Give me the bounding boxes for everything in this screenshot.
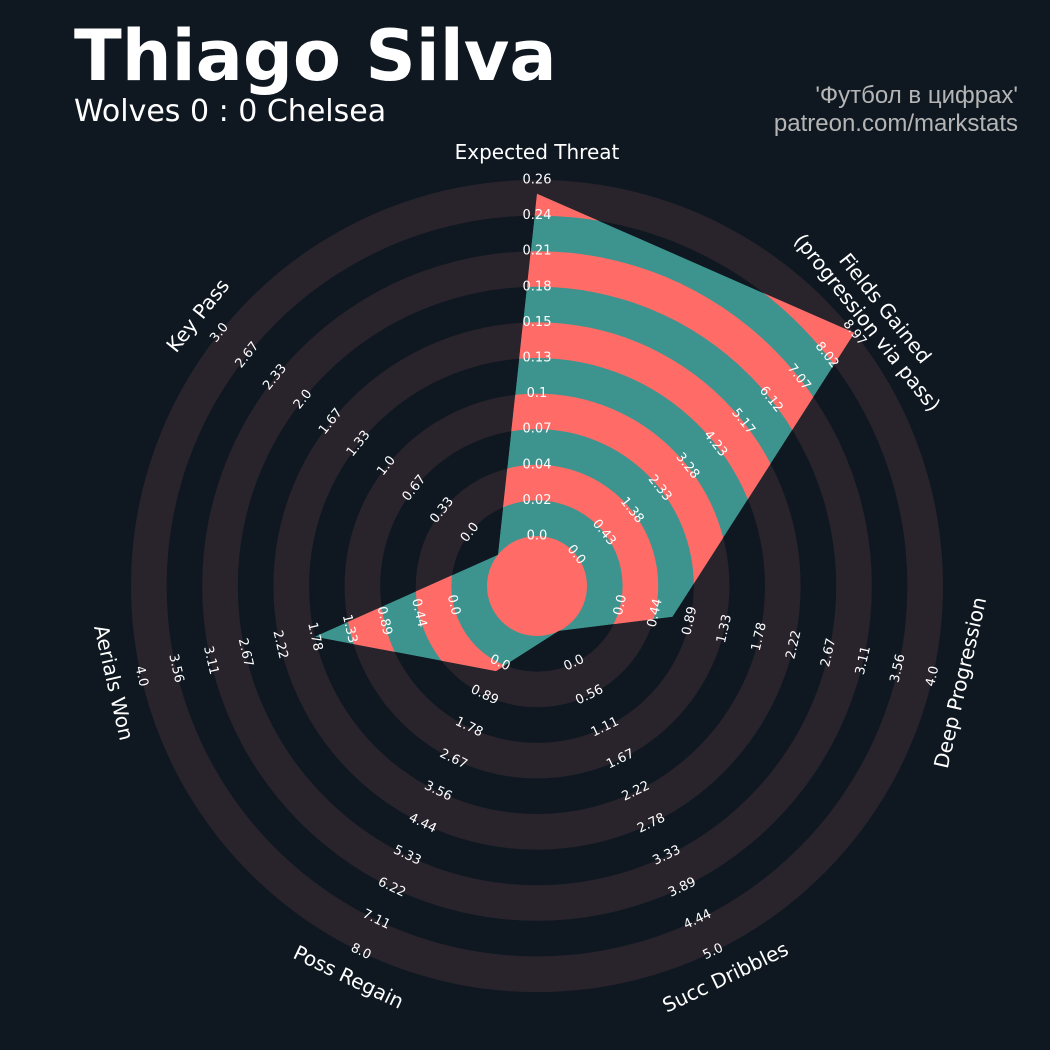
radar-tick-label: 0.0 <box>527 529 548 544</box>
radar-tick-label: 4.0 <box>923 665 942 689</box>
radar-param-label-aerials-won: Aerials Won <box>89 623 139 743</box>
radar-tick-label: 0.44 <box>408 597 429 629</box>
radar-tick-label: 0.21 <box>523 244 552 259</box>
radar-tick-label: 2.67 <box>818 637 839 669</box>
radar-tick-label: 3.11 <box>853 645 874 677</box>
radar-tick-label: 4.0 <box>132 665 151 689</box>
radar-tick-label: 0.44 <box>645 597 666 629</box>
radar-tick-label: 0.24 <box>523 208 552 223</box>
radar-tick-label: 0.89 <box>679 605 700 637</box>
credit-name: 'Футбол в цифрах' <box>815 82 1018 109</box>
radar-tick-label: 0.13 <box>523 351 552 366</box>
radar-tick-label: 0.18 <box>523 279 552 294</box>
radar-tick-label: 0.89 <box>374 605 395 637</box>
credit-block: 'Футбол в цифрах' patreon.com/markstats <box>774 82 1018 138</box>
radar-tick-label: 0.04 <box>523 457 552 472</box>
radar-tick-label: 1.33 <box>339 613 360 645</box>
radar-tick-label: 3.11 <box>200 645 221 677</box>
radar-tick-label: 2.22 <box>783 629 804 661</box>
radar-tick-label: 3.56 <box>888 653 909 685</box>
radar-tick-label: 0.0 <box>444 593 463 617</box>
radar-tick-label: 0.0 <box>611 593 630 617</box>
radar-tick-label: 2.22 <box>269 629 290 661</box>
match-subtitle: Wolves 0 : 0 Chelsea <box>74 94 387 129</box>
radar-tick-label: 3.56 <box>165 653 186 685</box>
radar-tick-label: 1.33 <box>714 613 735 645</box>
radar-tick-label: 1.78 <box>304 621 325 653</box>
credit-url: patreon.com/markstats <box>773 110 1018 137</box>
radar-tick-label: 0.15 <box>523 315 552 330</box>
radar-param-label-expected-threat: Expected Threat <box>455 140 620 164</box>
radar-tick-label: 0.1 <box>527 386 548 401</box>
player-name-title: Thiago Silva <box>74 15 557 97</box>
radar-tick-label: 0.07 <box>523 422 552 437</box>
radar-tick-label: 0.26 <box>523 173 552 188</box>
radar-tick-label: 0.02 <box>523 493 552 508</box>
radar-tick-label: 1.78 <box>749 621 770 653</box>
radar-center-circle <box>487 536 587 636</box>
radar-tick-label: 2.67 <box>235 637 256 669</box>
radar-center <box>487 536 587 636</box>
